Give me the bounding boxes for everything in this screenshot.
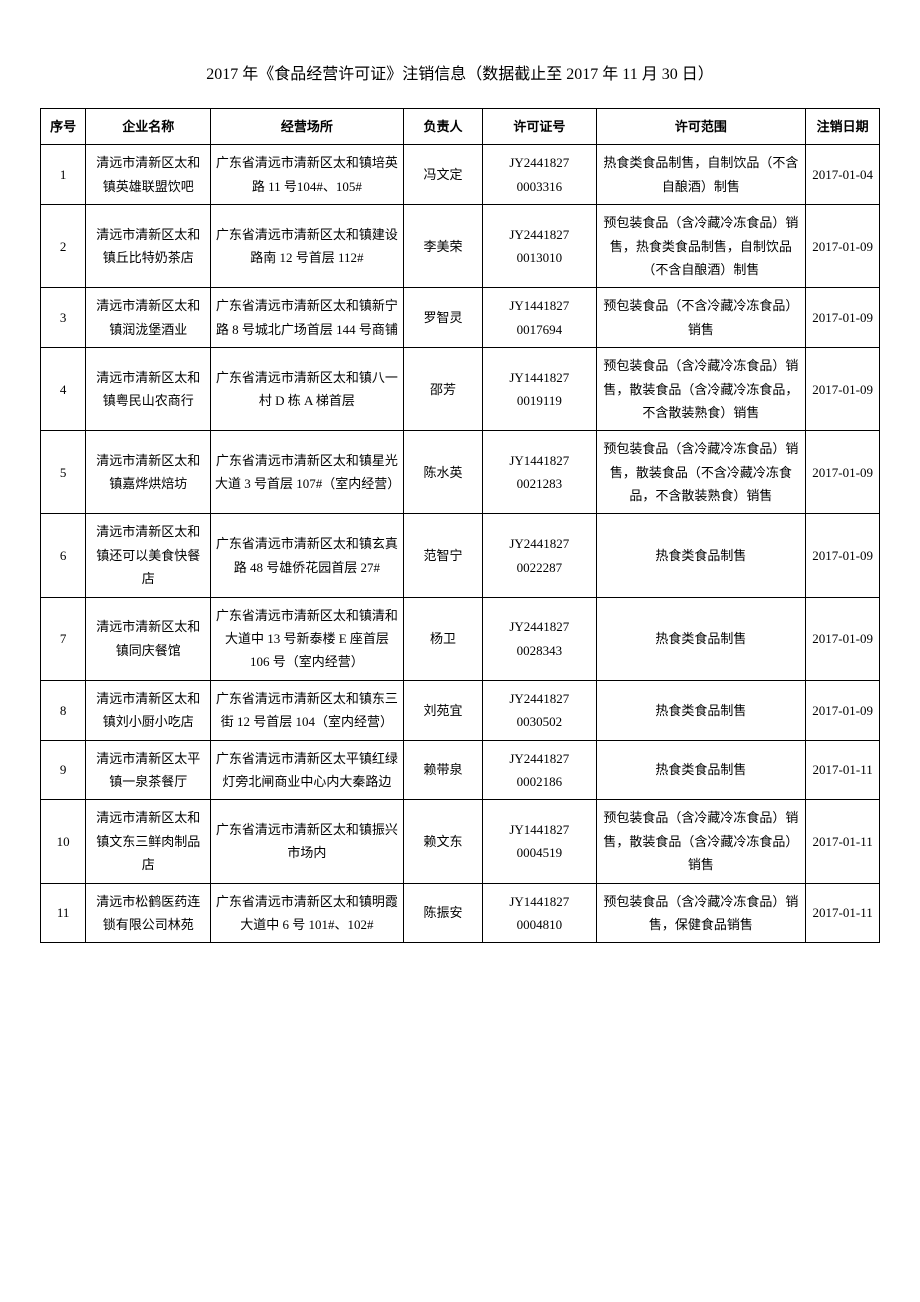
license-table: 序号 企业名称 经营场所 负责人 许可证号 许可范围 注销日期 1清远市清新区太…	[40, 108, 880, 943]
cell-place: 广东省清远市清新区太和镇八一村 D 栋 A 梯首层	[211, 348, 404, 431]
cell-name: 清远市清新区太和镇粤民山农商行	[86, 348, 211, 431]
table-row: 4清远市清新区太和镇粤民山农商行广东省清远市清新区太和镇八一村 D 栋 A 梯首…	[41, 348, 880, 431]
cell-seq: 1	[41, 145, 86, 205]
cell-date: 2017-01-09	[806, 431, 880, 514]
cell-person: 陈振安	[403, 883, 482, 943]
cell-name: 清远市清新区太和镇还可以美食快餐店	[86, 514, 211, 597]
cell-place: 广东省清远市清新区太和镇振兴市场内	[211, 800, 404, 883]
cell-person: 范智宁	[403, 514, 482, 597]
cell-name: 清远市清新区太和镇润泷堡酒业	[86, 288, 211, 348]
cell-name: 清远市清新区太和镇刘小厨小吃店	[86, 680, 211, 740]
table-row: 9清远市清新区太平镇一泉茶餐厅广东省清远市清新区太平镇红绿灯旁北闸商业中心内大秦…	[41, 740, 880, 800]
cell-name: 清远市清新区太和镇英雄联盟饮吧	[86, 145, 211, 205]
cell-seq: 7	[41, 597, 86, 680]
cell-date: 2017-01-09	[806, 288, 880, 348]
col-header-scope: 许可范围	[596, 109, 806, 145]
cell-date: 2017-01-09	[806, 680, 880, 740]
cell-license: JY2441827 0002186	[483, 740, 596, 800]
table-row: 1清远市清新区太和镇英雄联盟饮吧广东省清远市清新区太和镇培英路 11 号104#…	[41, 145, 880, 205]
col-header-place: 经营场所	[211, 109, 404, 145]
cell-scope: 预包装食品（含冷藏冷冻食品）销售，散装食品（含冷藏冷冻食品，不含散装熟食）销售	[596, 348, 806, 431]
cell-scope: 预包装食品（含冷藏冷冻食品）销售，热食类食品制售，自制饮品（不含自酿酒）制售	[596, 205, 806, 288]
cell-person: 赖文东	[403, 800, 482, 883]
cell-place: 广东省清远市清新区太和镇星光大道 3 号首层 107#（室内经营）	[211, 431, 404, 514]
cell-scope: 热食类食品制售，自制饮品（不含自酿酒）制售	[596, 145, 806, 205]
table-row: 2清远市清新区太和镇丘比特奶茶店广东省清远市清新区太和镇建设路南 12 号首层 …	[41, 205, 880, 288]
cell-person: 刘苑宜	[403, 680, 482, 740]
cell-license: JY2441827 0030502	[483, 680, 596, 740]
cell-license: JY2441827 0028343	[483, 597, 596, 680]
cell-seq: 8	[41, 680, 86, 740]
cell-person: 邵芳	[403, 348, 482, 431]
table-row: 7清远市清新区太和镇同庆餐馆广东省清远市清新区太和镇清和大道中 13 号新泰楼 …	[41, 597, 880, 680]
cell-date: 2017-01-09	[806, 597, 880, 680]
table-body: 1清远市清新区太和镇英雄联盟饮吧广东省清远市清新区太和镇培英路 11 号104#…	[41, 145, 880, 943]
cell-place: 广东省清远市清新区太平镇红绿灯旁北闸商业中心内大秦路边	[211, 740, 404, 800]
cell-license: JY1441827 0017694	[483, 288, 596, 348]
table-row: 6清远市清新区太和镇还可以美食快餐店广东省清远市清新区太和镇玄真路 48 号雄侨…	[41, 514, 880, 597]
cell-seq: 11	[41, 883, 86, 943]
cell-person: 李美荣	[403, 205, 482, 288]
cell-name: 清远市松鹤医药连锁有限公司林苑	[86, 883, 211, 943]
cell-date: 2017-01-09	[806, 205, 880, 288]
table-row: 8清远市清新区太和镇刘小厨小吃店广东省清远市清新区太和镇东三街 12 号首层 1…	[41, 680, 880, 740]
cell-name: 清远市清新区太和镇嘉烨烘焙坊	[86, 431, 211, 514]
cell-seq: 2	[41, 205, 86, 288]
cell-scope: 热食类食品制售	[596, 514, 806, 597]
cell-person: 罗智灵	[403, 288, 482, 348]
cell-scope: 热食类食品制售	[596, 597, 806, 680]
cell-place: 广东省清远市清新区太和镇培英路 11 号104#、105#	[211, 145, 404, 205]
cell-scope: 预包装食品（含冷藏冷冻食品）销售，保健食品销售	[596, 883, 806, 943]
cell-seq: 9	[41, 740, 86, 800]
cell-scope: 预包装食品（不含冷藏冷冻食品）销售	[596, 288, 806, 348]
cell-name: 清远市清新区太平镇一泉茶餐厅	[86, 740, 211, 800]
cell-person: 赖带泉	[403, 740, 482, 800]
cell-seq: 10	[41, 800, 86, 883]
table-row: 5清远市清新区太和镇嘉烨烘焙坊广东省清远市清新区太和镇星光大道 3 号首层 10…	[41, 431, 880, 514]
cell-name: 清远市清新区太和镇丘比特奶茶店	[86, 205, 211, 288]
table-header-row: 序号 企业名称 经营场所 负责人 许可证号 许可范围 注销日期	[41, 109, 880, 145]
cell-name: 清远市清新区太和镇同庆餐馆	[86, 597, 211, 680]
cell-license: JY1441827 0021283	[483, 431, 596, 514]
cell-license: JY1441827 0019119	[483, 348, 596, 431]
cell-place: 广东省清远市清新区太和镇明霞大道中 6 号 101#、102#	[211, 883, 404, 943]
cell-date: 2017-01-09	[806, 348, 880, 431]
cell-name: 清远市清新区太和镇文东三鲜肉制品店	[86, 800, 211, 883]
page-title: 2017 年《食品经营许可证》注销信息（数据截止至 2017 年 11 月 30…	[40, 60, 880, 84]
cell-place: 广东省清远市清新区太和镇玄真路 48 号雄侨花园首层 27#	[211, 514, 404, 597]
cell-seq: 3	[41, 288, 86, 348]
cell-license: JY1441827 0004519	[483, 800, 596, 883]
col-header-person: 负责人	[403, 109, 482, 145]
table-row: 3清远市清新区太和镇润泷堡酒业广东省清远市清新区太和镇新宁路 8 号城北广场首层…	[41, 288, 880, 348]
cell-date: 2017-01-11	[806, 740, 880, 800]
cell-seq: 6	[41, 514, 86, 597]
cell-scope: 热食类食品制售	[596, 680, 806, 740]
cell-seq: 5	[41, 431, 86, 514]
cell-person: 冯文定	[403, 145, 482, 205]
col-header-date: 注销日期	[806, 109, 880, 145]
cell-person: 陈水英	[403, 431, 482, 514]
cell-date: 2017-01-09	[806, 514, 880, 597]
cell-scope: 预包装食品（含冷藏冷冻食品）销售，散装食品（不含冷藏冷冻食品，不含散装熟食）销售	[596, 431, 806, 514]
cell-license: JY2441827 0022287	[483, 514, 596, 597]
col-header-seq: 序号	[41, 109, 86, 145]
cell-scope: 预包装食品（含冷藏冷冻食品）销售，散装食品（含冷藏冷冻食品）销售	[596, 800, 806, 883]
col-header-name: 企业名称	[86, 109, 211, 145]
cell-license: JY1441827 0004810	[483, 883, 596, 943]
table-row: 10清远市清新区太和镇文东三鲜肉制品店广东省清远市清新区太和镇振兴市场内赖文东J…	[41, 800, 880, 883]
cell-license: JY2441827 0013010	[483, 205, 596, 288]
cell-place: 广东省清远市清新区太和镇建设路南 12 号首层 112#	[211, 205, 404, 288]
cell-place: 广东省清远市清新区太和镇清和大道中 13 号新泰楼 E 座首层 106 号（室内…	[211, 597, 404, 680]
cell-license: JY2441827 0003316	[483, 145, 596, 205]
cell-scope: 热食类食品制售	[596, 740, 806, 800]
cell-seq: 4	[41, 348, 86, 431]
cell-date: 2017-01-11	[806, 883, 880, 943]
table-row: 11清远市松鹤医药连锁有限公司林苑广东省清远市清新区太和镇明霞大道中 6 号 1…	[41, 883, 880, 943]
cell-date: 2017-01-04	[806, 145, 880, 205]
cell-person: 杨卫	[403, 597, 482, 680]
col-header-license: 许可证号	[483, 109, 596, 145]
cell-place: 广东省清远市清新区太和镇东三街 12 号首层 104（室内经营）	[211, 680, 404, 740]
cell-date: 2017-01-11	[806, 800, 880, 883]
cell-place: 广东省清远市清新区太和镇新宁路 8 号城北广场首层 144 号商铺	[211, 288, 404, 348]
